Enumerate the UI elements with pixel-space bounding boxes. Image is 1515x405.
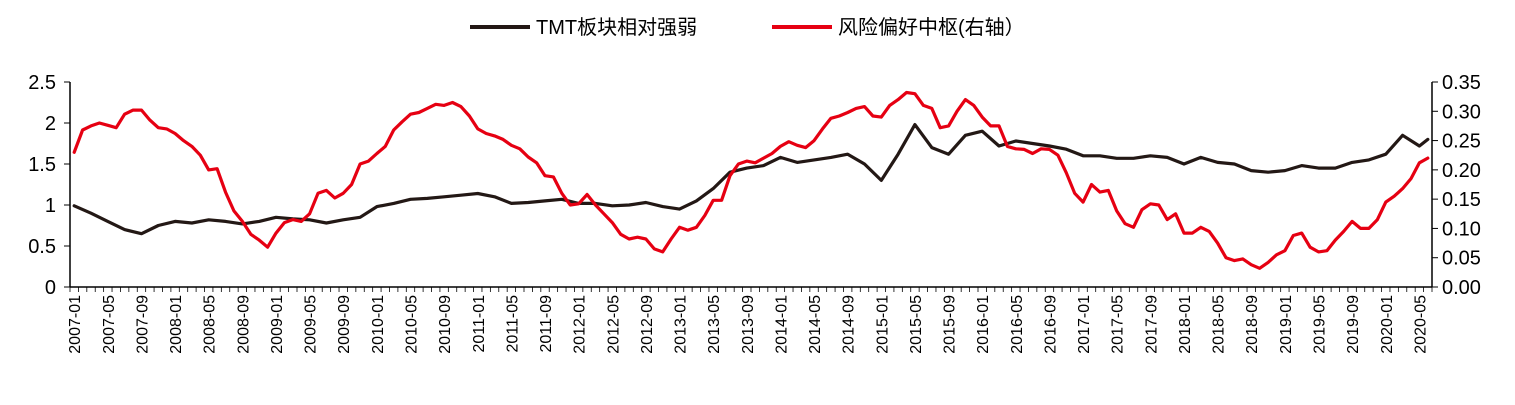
y-left-tick-label: 0 (45, 277, 56, 299)
x-tick-label: 2018-05 (1211, 295, 1228, 354)
x-tick-label: 2019-05 (1312, 295, 1329, 354)
x-tick-label: 2016-01 (975, 295, 992, 354)
x-tick-label: 2015-01 (874, 295, 891, 354)
series-line-1 (72, 122, 1430, 236)
x-tick-label: 2019-01 (1278, 295, 1295, 354)
y-right-tick-label: 0.30 (1442, 101, 1481, 123)
y-left-tick-label: 1.5 (28, 154, 56, 176)
y-right-tick-label: 0.20 (1442, 160, 1481, 182)
x-tick-label: 2016-05 (1009, 295, 1026, 354)
x-tick-label: 2012-05 (605, 295, 622, 354)
x-tick-label: 2017-01 (1076, 295, 1093, 354)
x-tick-label: 2010-05 (404, 295, 421, 354)
x-tick-label: 2010-01 (370, 295, 387, 354)
x-tick-label: 2013-01 (673, 295, 690, 354)
x-tick-label: 2015-05 (908, 295, 925, 354)
x-tick-label: 2017-05 (1110, 295, 1127, 354)
x-tick-label: 2008-05 (202, 295, 219, 354)
x-tick-label: 2014-05 (807, 295, 824, 354)
legend-label-2: 风险偏好中枢(右轴） (838, 16, 1025, 39)
y-right-tick-label: 0.35 (1442, 72, 1481, 94)
x-tick-label: 2010-09 (437, 295, 454, 354)
legend: TMT板块相对强弱 风险偏好中枢(右轴） (470, 16, 1025, 39)
x-tick-label: 2017-09 (1143, 295, 1160, 354)
y-right-tick-label: 0.15 (1442, 189, 1481, 211)
x-tick-label: 2019-09 (1345, 295, 1362, 354)
x-tick-label: 2014-09 (841, 295, 858, 354)
x-tick-label: 2011-05 (504, 295, 521, 353)
x-tick-label: 2008-01 (168, 295, 185, 354)
x-tick-label: 2011-01 (471, 295, 488, 353)
x-tick-label: 2012-09 (639, 295, 656, 354)
x-tick-label: 2012-01 (572, 295, 589, 354)
y-left-tick-label: 2.5 (28, 72, 56, 94)
legend-label-1: TMT板块相对强弱 (536, 16, 697, 39)
x-tick-label: 2007-09 (134, 295, 151, 354)
x-tick-label: 2008-09 (235, 295, 252, 354)
x-tick-label: 2009-01 (269, 295, 286, 354)
x-tick-label: 2016-09 (1042, 295, 1059, 354)
x-tick-label: 2013-05 (706, 295, 723, 354)
x-tick-label: 2009-09 (336, 295, 353, 354)
x-tick-label: 2014-01 (773, 295, 790, 354)
x-tick-label: 2007-05 (101, 295, 118, 354)
x-tick-label: 2009-05 (303, 295, 320, 354)
x-tick-label: 2011-09 (538, 295, 555, 353)
y-left-tick-label: 1 (45, 195, 56, 217)
x-tick-label: 2015-09 (942, 295, 959, 354)
axes: 0 0.5 1 1.5 2 2.5 0.00 0.05 0.10 0.15 0.20 0.25 0.30… (28, 72, 1481, 354)
y-right-tick-label: 0.10 (1442, 218, 1481, 240)
x-tick-label: 2007-01 (67, 295, 84, 354)
x-tick-label: 2013-09 (740, 295, 757, 354)
y-left-tick-label: 0.5 (28, 236, 56, 258)
y-left-tick-label: 2 (45, 113, 56, 135)
x-tick-label: 2020-05 (1412, 295, 1429, 354)
x-tick-label: 2018-01 (1177, 295, 1194, 354)
x-tick-label: 2020-01 (1379, 295, 1396, 354)
y-right-tick-label: 0.00 (1442, 277, 1481, 299)
series-layer (72, 90, 1430, 270)
series-line-2 (72, 90, 1430, 270)
y-right-tick-label: 0.25 (1442, 131, 1481, 153)
y-right-tick-label: 0.05 (1442, 248, 1481, 270)
x-tick-label: 2018-09 (1244, 295, 1261, 354)
